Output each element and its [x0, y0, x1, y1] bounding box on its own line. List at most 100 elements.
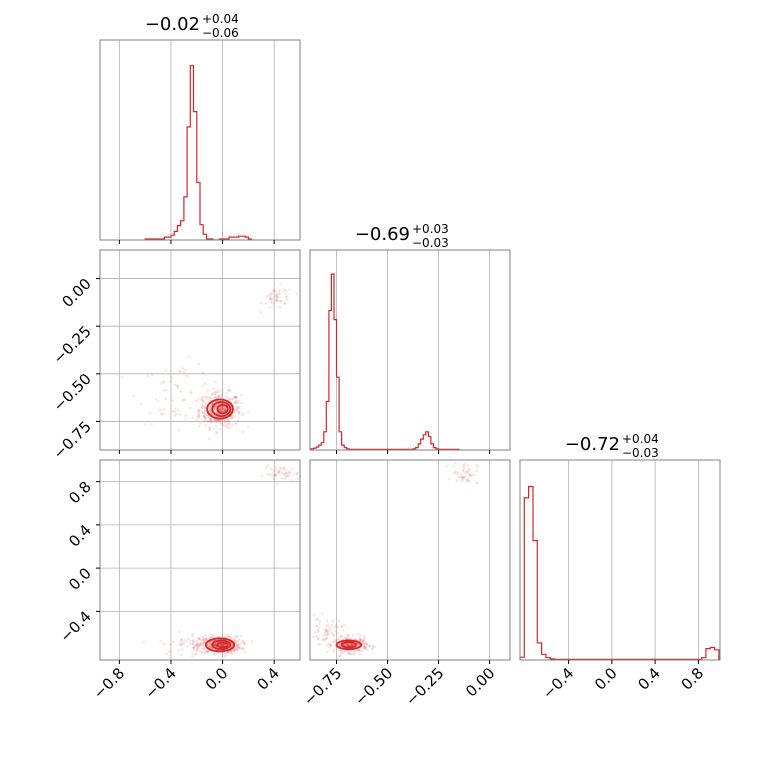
- scatter-1-0-point: [216, 396, 220, 399]
- scatter-1-0-point: [219, 427, 222, 431]
- scatter-2-0-point: [273, 473, 276, 477]
- scatter-2-1-point: [346, 651, 350, 655]
- scatter-2-0-point: [286, 474, 290, 478]
- scatter-2-1-point: [352, 633, 355, 637]
- scatter-2-0-point: [198, 637, 201, 640]
- scatter-2-0-point: [178, 643, 182, 646]
- scatter-2-1-frame: [309, 459, 511, 661]
- scatter-2-1-point: [468, 473, 471, 477]
- scatter-1-0-point: [241, 412, 245, 415]
- scatter-1-0-point: [278, 292, 282, 296]
- scatter-1-0-point: [210, 393, 214, 397]
- scatter-1-0-point: [195, 419, 198, 422]
- scatter-2-1-point: [343, 643, 346, 646]
- scatter-1-0-point: [223, 408, 226, 412]
- scatter-2-0-point: [242, 641, 246, 645]
- scatter-2-0-point: [194, 653, 198, 656]
- scatter-1-0-point: [154, 398, 158, 401]
- scatter-1-0-point: [233, 409, 237, 413]
- scatter-1-0-point: [209, 396, 212, 400]
- scatter-2-0-point: [220, 644, 223, 647]
- scatter-2-1-point: [324, 624, 328, 628]
- scatter-1-0-point: [162, 389, 166, 392]
- scatter-2-0-point: [191, 633, 195, 636]
- scatter-1-0-point: [268, 298, 272, 301]
- scatter-1-0-point: [269, 297, 273, 301]
- scatter-1-0-point: [197, 415, 201, 418]
- scatter-2-0-point: [283, 477, 287, 481]
- scatter-2-1-point: [371, 646, 375, 649]
- scatter-2-1-point: [356, 649, 360, 653]
- scatter-1-0-point: [240, 413, 244, 417]
- hist-2-histogram-step: [520, 485, 720, 660]
- scatter-1-0-point: [230, 397, 234, 401]
- scatter-2-1-point: [351, 652, 354, 655]
- scatter-2-1-point: [323, 637, 327, 641]
- scatter-2-0-point: [183, 641, 186, 645]
- scatter-1-0-point: [214, 404, 217, 408]
- scatter-1-0-point: [209, 407, 212, 410]
- scatter-1-0-point: [184, 418, 187, 421]
- scatter-2-0-point: [275, 482, 279, 486]
- scatter-1-0-point: [199, 421, 202, 425]
- scatter-1-0-point: [206, 390, 210, 393]
- scatter-2-1-point: [345, 649, 349, 653]
- scatter-2-0-point: [203, 637, 206, 641]
- scatter-1-0-point: [203, 415, 206, 419]
- scatter-2-0-point: [233, 637, 236, 641]
- scatter-1-0-point: [223, 406, 226, 409]
- scatter-2-0-point: [195, 646, 199, 650]
- scatter-2-1-point: [321, 637, 325, 640]
- scatter-2-0-point: [179, 643, 183, 646]
- scatter-1-0-point: [269, 300, 273, 304]
- scatter-1-0-point: [277, 290, 281, 294]
- scatter-2-1-point: [336, 626, 339, 629]
- scatter-1-0-point: [279, 282, 282, 285]
- scatter-2-1-point: [337, 643, 341, 646]
- scatter-2-0-point: [208, 645, 211, 648]
- scatter-2-0-point: [282, 466, 286, 470]
- scatter-1-0-point: [204, 417, 207, 421]
- scatter-1-0-point: [276, 294, 279, 298]
- scatter-1-0-point: [164, 397, 167, 400]
- scatter-2-0-point: [288, 471, 292, 474]
- scatter-1-0-point: [234, 401, 238, 405]
- scatter-2-0-point: [202, 641, 205, 644]
- scatter-2-0-point: [201, 635, 204, 638]
- scatter-2-1-point: [351, 643, 354, 646]
- scatter-1-0-point: [176, 386, 179, 390]
- scatter-1-0-point: [220, 409, 223, 413]
- scatter-2-0-point: [197, 643, 200, 646]
- scatter-2-1-point: [359, 639, 362, 643]
- scatter-1-0-point: [220, 407, 224, 410]
- scatter-1-0-point: [219, 423, 223, 426]
- scatter-1-0-point: [198, 412, 201, 415]
- scatter-2-1-point: [462, 476, 466, 479]
- scatter-2-0-point: [236, 643, 240, 647]
- scatter-2-0-point: [223, 643, 227, 647]
- scatter-2-0-point: [202, 647, 205, 650]
- scatter-2-1-point: [325, 633, 328, 637]
- scatter-1-0-point: [202, 371, 205, 375]
- scatter-1-0-point: [228, 423, 231, 426]
- scatter-1-0-point: [200, 396, 204, 399]
- scatter-2-1-point: [316, 628, 320, 632]
- scatter-1-0-point: [174, 412, 178, 416]
- scatter-2-0-point: [296, 477, 300, 480]
- scatter-2-1-point: [316, 637, 319, 641]
- scatter-1-0-point: [216, 395, 220, 399]
- scatter-1-0-point: [237, 412, 240, 415]
- scatter-2-0-point: [216, 655, 220, 659]
- scatter-1-0-point: [208, 426, 212, 430]
- scatter-2-0-point: [242, 647, 245, 651]
- scatter-2-0-point: [227, 634, 230, 637]
- scatter-2-0-point: [199, 649, 202, 653]
- scatter-1-0-point: [200, 405, 204, 409]
- scatter-2-1-point: [325, 636, 329, 639]
- scatter-2-1-point: [316, 617, 319, 620]
- scatter-2-0-point: [168, 650, 171, 653]
- scatter-1-0-point: [210, 412, 213, 415]
- scatter-2-1-point: [461, 475, 465, 479]
- scatter-2-1-point: [465, 480, 468, 483]
